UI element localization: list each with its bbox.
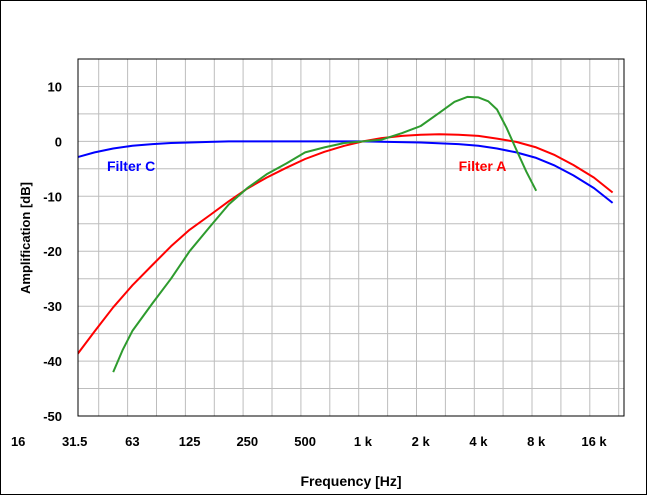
series-line-filter-c bbox=[78, 140, 614, 204]
annotations: Filter C Filter A bbox=[107, 158, 506, 174]
y-tick-label: -30 bbox=[43, 299, 62, 314]
series-layer bbox=[78, 95, 614, 373]
x-tick-label: 16 k bbox=[581, 434, 607, 449]
x-tick-label: 2 k bbox=[412, 434, 431, 449]
grid bbox=[78, 59, 624, 416]
x-tick-label: 250 bbox=[236, 434, 258, 449]
y-axis-label: Amplification [dB] bbox=[18, 182, 33, 294]
x-tick-label: 1 k bbox=[354, 434, 373, 449]
x-tick-labels: 16 31.5 63 125 250 500 1 k 2 k 4 k 8 k 16 k bbox=[11, 434, 607, 449]
y-tick-label: -10 bbox=[43, 189, 62, 204]
x-tick-label: 8 k bbox=[527, 434, 546, 449]
annotation-filter-c: Filter C bbox=[107, 158, 155, 174]
x-tick-label: 500 bbox=[294, 434, 316, 449]
y-tick-label: 10 bbox=[48, 80, 62, 95]
y-tick-labels: 10 0 -10 -20 -30 -40 -50 bbox=[43, 80, 62, 425]
y-tick-label: 0 bbox=[55, 134, 62, 149]
y-tick-label: -50 bbox=[43, 409, 62, 424]
x-tick-label: 63 bbox=[125, 434, 139, 449]
x-axis-label: Frequency [Hz] bbox=[300, 473, 401, 489]
series-line-green-2 bbox=[112, 95, 538, 373]
x-tick-label: 31.5 bbox=[62, 434, 87, 449]
y-tick-label: -20 bbox=[43, 244, 62, 259]
series-line-filter-a bbox=[78, 133, 614, 356]
plot-area bbox=[78, 59, 624, 416]
plot-border bbox=[77, 58, 625, 417]
annotation-filter-a: Filter A bbox=[459, 158, 507, 174]
y-tick-label: -40 bbox=[43, 354, 62, 369]
x-tick-label: 16 bbox=[11, 434, 25, 449]
x-tick-label: 4 k bbox=[469, 434, 488, 449]
x-tick-label: 125 bbox=[179, 434, 201, 449]
